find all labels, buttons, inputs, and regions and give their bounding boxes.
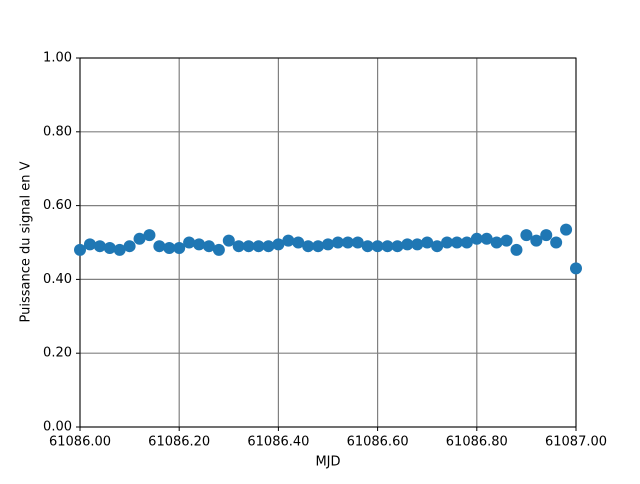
data-point — [431, 240, 444, 253]
data-point — [83, 238, 96, 251]
data-point — [341, 236, 354, 249]
data-point — [490, 236, 503, 249]
data-point — [103, 242, 116, 255]
y-tick-label: 0.60 — [43, 198, 72, 213]
data-point — [302, 240, 315, 253]
data-point — [361, 240, 374, 253]
data-point — [570, 262, 582, 275]
y-tick-label: 0.00 — [43, 420, 72, 435]
data-point — [282, 234, 295, 247]
data-point — [143, 229, 156, 242]
x-tick-label: 61086.40 — [247, 435, 309, 450]
y-tick-label: 1.00 — [43, 51, 72, 66]
data-point — [133, 232, 146, 245]
data-point — [470, 232, 483, 245]
data-point — [480, 232, 493, 245]
x-tick-label: 61086.60 — [347, 435, 409, 450]
data-point — [113, 243, 126, 256]
data-point — [401, 238, 414, 251]
data-point — [272, 238, 285, 251]
data-point — [371, 240, 384, 253]
data-point — [530, 234, 543, 247]
data-point — [381, 240, 394, 253]
y-tick-label: 0.80 — [43, 124, 72, 139]
data-point — [391, 240, 404, 253]
x-tick-label: 61086.00 — [49, 435, 111, 450]
data-point — [262, 240, 275, 253]
data-point — [242, 240, 255, 253]
data-point — [123, 240, 136, 253]
data-point — [322, 238, 334, 251]
x-axis-label: MJD — [315, 455, 340, 470]
plot-frame — [79, 57, 577, 428]
data-point — [520, 229, 533, 242]
data-point — [222, 234, 235, 247]
x-tick-label: 61086.20 — [148, 435, 210, 450]
data-point — [74, 243, 86, 256]
y-axis-label: Puissance du signal en V — [19, 161, 34, 322]
data-point — [550, 236, 563, 249]
data-point — [411, 238, 424, 251]
data-point — [173, 242, 186, 255]
data-point — [153, 240, 166, 253]
data-point — [252, 240, 265, 253]
data-point — [212, 243, 225, 256]
x-tick-label: 61087.00 — [545, 435, 607, 450]
data-point — [441, 236, 454, 249]
data-point — [202, 240, 215, 253]
data-point — [163, 242, 176, 255]
data-point — [510, 243, 523, 256]
data-point — [93, 240, 106, 253]
data-point — [460, 236, 473, 249]
data-point — [331, 236, 344, 249]
data-point — [450, 236, 463, 249]
data-point — [560, 223, 573, 236]
data-point — [312, 240, 325, 253]
data-point — [500, 234, 513, 247]
data-point — [193, 238, 206, 251]
data-point — [183, 236, 196, 249]
y-tick-label: 0.20 — [43, 346, 72, 361]
x-tick-label: 61086.80 — [446, 435, 508, 450]
data-point — [232, 240, 245, 253]
data-point — [540, 229, 553, 242]
y-tick-label: 0.40 — [43, 272, 72, 287]
data-point — [292, 236, 305, 249]
data-point — [421, 236, 434, 249]
data-point — [351, 236, 364, 249]
